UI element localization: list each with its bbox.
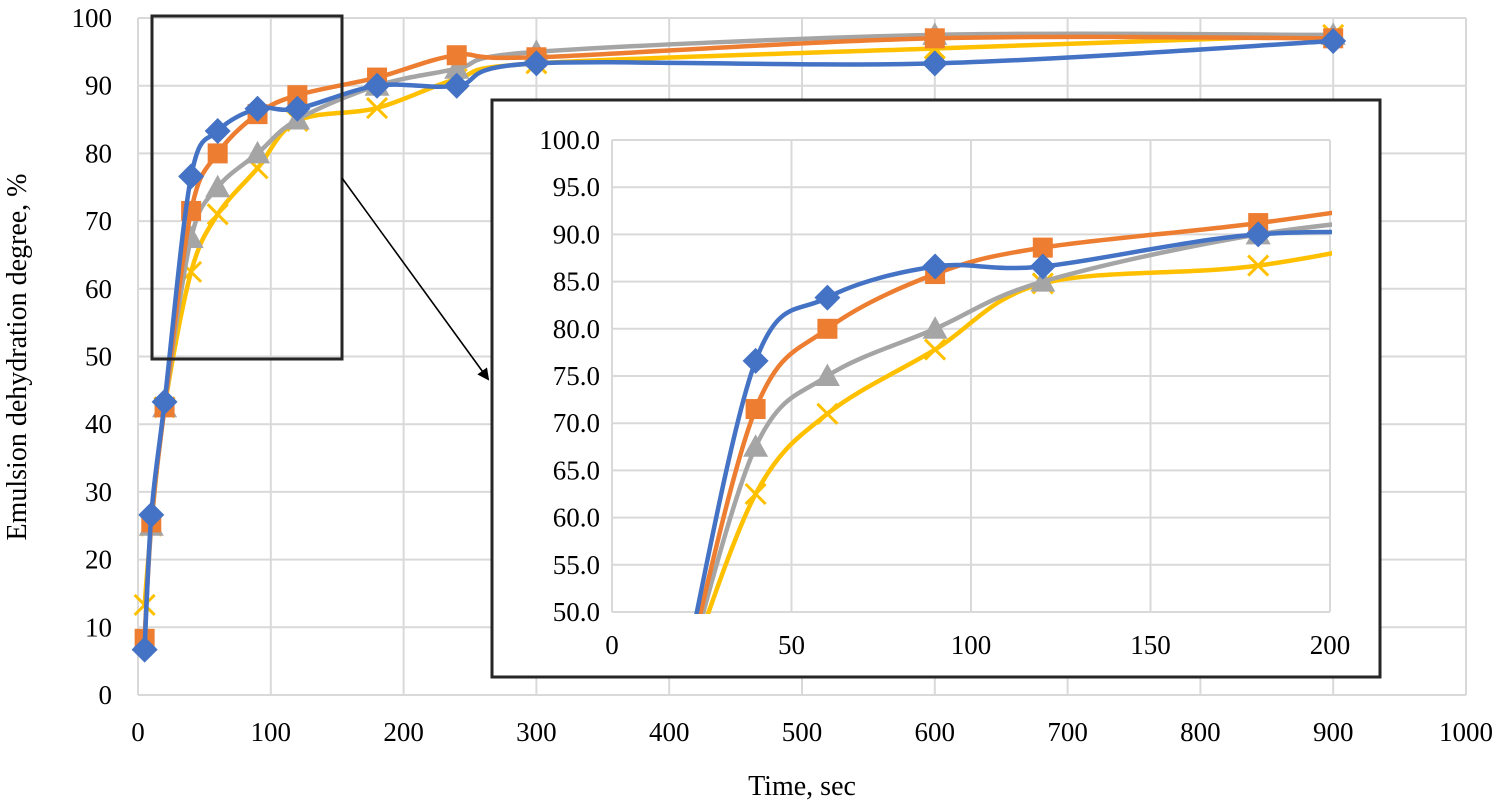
main-y-tick-8: 80 [85,138,112,168]
inset-y-tick-8: 90.0 [553,219,600,249]
inset-gray-point-1 [743,434,769,457]
main-y-tick-5: 50 [85,342,112,372]
main-x-tick-0: 0 [131,717,145,747]
main-gray-point-8 [444,56,470,79]
inset-x-tick-labels: 0 50 100 150 200 [605,630,1350,660]
inset-x-tick-2: 100 [951,630,992,660]
inset-y-tick-labels: 50.0 55.0 60.0 65.0 70.0 75.0 80.0 85.0 90.0 95.0… [539,125,600,627]
main-blue-point-5 [244,95,271,122]
inset-x-tick-3: 150 [1130,630,1171,660]
main-x-tick-4: 400 [649,717,690,747]
main-x-tick-3: 300 [516,717,557,747]
main-x-tick-9: 900 [1313,717,1354,747]
inset-blue-point-6 [1461,221,1487,247]
inset-plot-series [694,198,1487,614]
inset-blue-point-2 [814,284,841,311]
main-blue-point-8 [443,72,470,99]
main-y-tick-0: 0 [99,680,113,710]
zoom-region-box [150,14,344,361]
main-blue-point-9 [523,50,550,77]
zoom-arrow [341,177,490,381]
inset-y-tick-9: 95.0 [553,172,600,202]
main-y-tick-4: 40 [85,409,112,439]
inset-series-yellow [705,251,1332,614]
main-y-tick-6: 60 [85,274,112,304]
main-x-tick-6: 600 [915,717,956,747]
main-x-tick-7: 700 [1047,717,1088,747]
inset-blue-point-1 [742,347,769,374]
inset-blue-point-4 [1029,253,1056,280]
inset-y-tick-0: 50.0 [553,597,600,627]
inset-y-tick-2: 60.0 [553,503,600,533]
x-axis-title: Time, sec [748,771,856,802]
main-orange-point-6 [287,85,308,106]
inset-y-tick-4: 70.0 [553,408,600,438]
inset-y-tick-7: 85.0 [553,267,600,297]
y-axis-title: Emulsion dehydration degree, % [2,173,33,540]
main-x-tick-5: 500 [782,717,823,747]
inset-gray-point-4 [1030,269,1056,292]
main-blue-point-0 [131,636,158,663]
main-plot-series [131,22,1347,663]
inset-yellow-point-2 [816,402,839,425]
main-x-tick-labels: 0 100 200 300 400 500 600 700 800 900 1000 [131,717,1493,747]
main-blue-point-6 [284,95,311,122]
main-blue-point-1 [138,501,165,528]
main-x-tick-2: 200 [383,717,424,747]
inset-gray-point-3 [922,316,948,339]
main-series-blue [131,28,1347,663]
inset-y-tick-6: 80.0 [553,314,600,344]
inset-y-tick-5: 75.0 [553,361,600,391]
inset-x-tick-1: 50 [778,630,805,660]
inset-yellow-line [705,251,1332,614]
main-blue-point-4 [204,118,231,145]
main-y-tick-7: 70 [85,206,112,236]
inset-x-tick-4: 200 [1310,630,1351,660]
inset-frame [490,98,1382,679]
main-y-tick-10: 100 [72,3,113,33]
main-gray-point-4 [205,174,231,198]
inset-orange-point-1 [745,399,766,420]
main-x-tick-1: 100 [251,717,292,747]
main-y-tick-2: 20 [85,545,112,575]
main-y-tick-9: 90 [85,71,112,101]
main-y-tick-labels: 0 10 20 30 40 50 60 70 80 90 100 [72,3,113,710]
inset-gray-point-6 [1461,198,1486,221]
main-x-tick-10: 1000 [1439,717,1493,747]
inset-yellow-point-3 [924,338,947,361]
main-blue-point-11 [1320,28,1347,55]
inset-y-tick-10: 100.0 [539,125,600,155]
main-y-tick-3: 30 [85,477,112,507]
main-blue-point-10 [921,50,948,77]
main-blue-point-2 [151,388,178,415]
main-yellow-point-4 [206,203,229,226]
inset-y-tick-1: 55.0 [553,550,600,580]
main-orange-point-8 [446,45,467,66]
main-orange-point-10 [924,28,945,49]
inset-gray-point-2 [814,363,840,386]
main-y-tick-1: 10 [85,612,112,642]
inset-yellow-point-1 [744,482,767,506]
inset-orange-point-4 [1032,237,1053,258]
main-yellow-point-7 [365,96,389,120]
inset-series-blue [694,221,1487,614]
inset-blue-point-5 [1245,221,1272,248]
main-blue-point-7 [364,72,391,99]
main-x-tick-8: 800 [1180,717,1221,747]
inset-orange-point-2 [817,318,838,339]
main-orange-point-4 [207,143,228,164]
inset-y-tick-3: 65.0 [553,455,600,485]
inset-blue-point-3 [922,253,949,280]
main-blue-point-3 [178,163,205,190]
main-gray-point-5 [245,140,271,164]
inset-x-tick-0: 0 [605,630,619,660]
inset-yellow-point-5 [1247,254,1270,277]
